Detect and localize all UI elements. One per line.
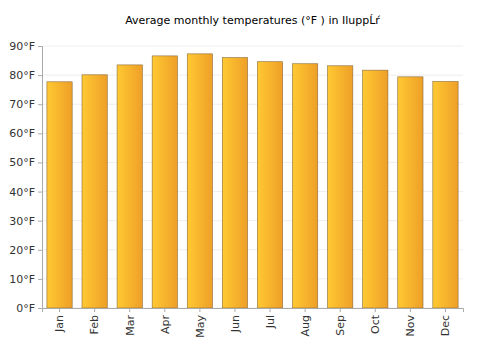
y-tick-mark bbox=[38, 221, 42, 222]
x-tick-label: Jul bbox=[264, 315, 277, 329]
y-tick-mark bbox=[38, 75, 42, 76]
y-tick-mark bbox=[38, 250, 42, 251]
y-tick-label: 40°F bbox=[9, 186, 35, 199]
bar bbox=[82, 75, 107, 308]
y-tick: 50°F bbox=[9, 156, 42, 169]
y-tick-label: 80°F bbox=[9, 69, 35, 82]
x-tick-mark bbox=[129, 308, 130, 312]
y-tick-label: 60°F bbox=[9, 127, 35, 140]
x-tick-label: Jan bbox=[53, 315, 66, 333]
x-tick: Nov bbox=[404, 308, 417, 336]
x-tick-mark bbox=[445, 308, 446, 312]
y-tick: 10°F bbox=[9, 273, 42, 286]
x-tick-label: Apr bbox=[159, 315, 172, 335]
y-tick: 90°F bbox=[9, 40, 42, 53]
x-tick-mark bbox=[59, 308, 60, 312]
grid bbox=[42, 46, 463, 308]
y-tick: 60°F bbox=[9, 127, 42, 140]
x-tick-label: May bbox=[194, 315, 207, 338]
plot: 0°F 10°F 20°F 30°F 40°F 50°F 60°F 70°F 80°F 90°F J… bbox=[9, 40, 463, 338]
x-tick-label: Aug bbox=[299, 315, 312, 336]
x-tick-mark bbox=[410, 308, 411, 312]
y-tick-label: 20°F bbox=[9, 244, 35, 257]
x-tick: Dec bbox=[439, 308, 452, 336]
y-axis-line bbox=[38, 47, 43, 309]
y-axis: 0°F 10°F 20°F 30°F 40°F 50°F 60°F 70°F 80°F 90°F bbox=[9, 40, 42, 315]
bar bbox=[152, 56, 177, 308]
y-tick-label: 70°F bbox=[9, 98, 35, 111]
y-tick: 40°F bbox=[9, 186, 42, 199]
x-tick-label: Mar bbox=[124, 315, 137, 336]
y-tick-mark bbox=[38, 308, 42, 309]
x-tick: Apr bbox=[159, 308, 172, 334]
x-tick: Jan bbox=[53, 308, 66, 333]
x-tick-label: Feb bbox=[88, 315, 101, 334]
y-tick: 0°F bbox=[16, 302, 42, 315]
y-tick-mark bbox=[38, 46, 42, 47]
y-tick-label: 0°F bbox=[16, 302, 35, 315]
x-axis-line bbox=[43, 309, 464, 313]
x-tick-label: Sep bbox=[334, 315, 347, 336]
y-tick: 70°F bbox=[9, 98, 42, 111]
y-tick-label: 10°F bbox=[9, 273, 35, 286]
x-tick-label: Jun bbox=[229, 315, 242, 333]
x-tick-mark bbox=[340, 308, 341, 312]
bar bbox=[398, 77, 423, 308]
x-tick: Oct bbox=[369, 308, 382, 334]
x-tick: Sep bbox=[334, 308, 347, 336]
bar bbox=[292, 64, 317, 308]
y-tick-mark bbox=[38, 192, 42, 193]
bar bbox=[328, 66, 353, 308]
x-tick-mark bbox=[199, 308, 200, 312]
y-tick: 30°F bbox=[9, 215, 42, 228]
y-tick-mark bbox=[38, 104, 42, 105]
x-tick-mark bbox=[164, 308, 165, 312]
bar bbox=[433, 82, 458, 308]
y-tick: 20°F bbox=[9, 244, 42, 257]
x-tick-mark bbox=[94, 308, 95, 312]
x-tick-mark bbox=[305, 308, 306, 312]
bar bbox=[187, 54, 212, 308]
x-tick: May bbox=[194, 308, 207, 338]
y-tick: 80°F bbox=[9, 69, 42, 82]
grid-line bbox=[42, 46, 463, 47]
title: Average monthly temperatures (°F ) in Il… bbox=[125, 14, 380, 27]
x-tick-label: Nov bbox=[404, 315, 417, 337]
y-tick-mark bbox=[38, 133, 42, 134]
x-tick: Feb bbox=[88, 308, 101, 334]
x-axis: Jan Feb Mar Apr May Jun Jul Aug Sep Oct Nov Dec bbox=[43, 308, 464, 338]
bar bbox=[363, 70, 388, 308]
bar bbox=[117, 65, 142, 308]
x-tick-mark bbox=[375, 308, 376, 312]
x-tick: Mar bbox=[124, 308, 137, 336]
bar bbox=[47, 82, 72, 308]
bar bbox=[222, 58, 247, 308]
x-tick-label: Oct bbox=[369, 314, 382, 334]
y-tick-label: 90°F bbox=[9, 40, 35, 53]
x-tick: Aug bbox=[299, 308, 312, 336]
y-tick-mark bbox=[38, 279, 42, 280]
bars bbox=[47, 54, 458, 308]
x-tick: Jun bbox=[229, 308, 242, 333]
bar bbox=[257, 62, 282, 308]
x-tick-mark bbox=[270, 308, 271, 312]
x-tick: Jul bbox=[264, 308, 277, 329]
y-tick-mark bbox=[38, 162, 42, 163]
y-tick-label: 30°F bbox=[9, 215, 35, 228]
x-tick-mark bbox=[234, 308, 235, 312]
x-tick-label: Dec bbox=[439, 315, 452, 336]
chart: 0°F 10°F 20°F 30°F 40°F 50°F 60°F 70°F 80°F 90°F J… bbox=[0, 0, 500, 350]
y-tick-label: 50°F bbox=[9, 156, 35, 169]
